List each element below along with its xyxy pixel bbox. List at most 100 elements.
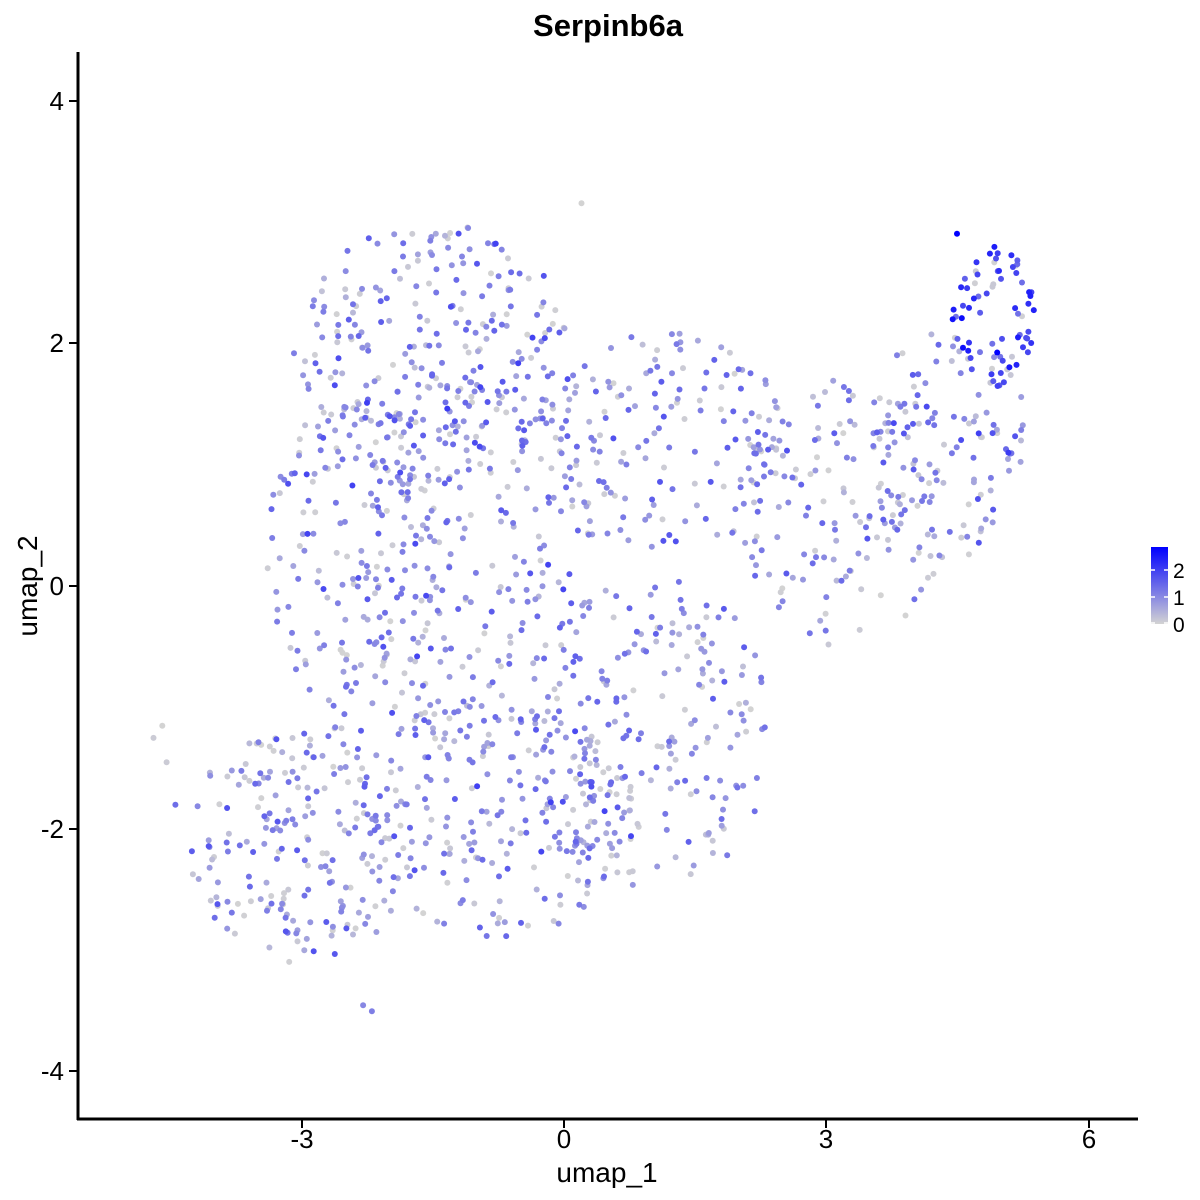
- x-tick-label: 6: [1082, 1124, 1096, 1154]
- data-point: [676, 386, 683, 393]
- data-point: [923, 403, 930, 410]
- data-point: [508, 715, 515, 722]
- data-point: [479, 293, 486, 300]
- data-point: [402, 350, 409, 357]
- data-point: [304, 530, 311, 537]
- data-point: [566, 464, 573, 471]
- data-point: [293, 666, 299, 673]
- data-point: [672, 756, 679, 763]
- data-point: [419, 633, 426, 640]
- data-point: [592, 756, 599, 763]
- data-point: [611, 718, 618, 725]
- data-point: [545, 694, 551, 700]
- x-tick-label: -3: [290, 1124, 313, 1154]
- data-point: [517, 716, 524, 723]
- data-point: [956, 348, 963, 355]
- data-point: [825, 641, 832, 648]
- data-point: [412, 658, 419, 665]
- data-point: [825, 467, 832, 474]
- data-point: [376, 614, 383, 621]
- data-point: [812, 467, 819, 474]
- data-point: [621, 650, 628, 657]
- data-point: [444, 879, 451, 886]
- data-point: [954, 335, 961, 342]
- data-point: [353, 406, 360, 413]
- data-point: [336, 821, 343, 828]
- data-point: [742, 539, 749, 546]
- data-point: [326, 868, 333, 875]
- data-point: [368, 1008, 375, 1015]
- data-point: [950, 413, 957, 420]
- data-point: [856, 626, 863, 633]
- data-point: [465, 225, 472, 231]
- data-point: [270, 747, 277, 754]
- data-point: [498, 507, 505, 514]
- data-point: [368, 417, 374, 424]
- data-point: [340, 741, 347, 748]
- data-point: [393, 802, 400, 809]
- data-point: [840, 430, 847, 437]
- data-point: [722, 795, 729, 802]
- data-point: [446, 564, 453, 571]
- data-point: [1017, 458, 1024, 465]
- data-point: [372, 812, 379, 819]
- data-point: [713, 460, 720, 467]
- data-point: [381, 897, 388, 904]
- data-point: [603, 484, 610, 491]
- data-point: [833, 537, 840, 544]
- data-point: [710, 695, 716, 702]
- data-point: [885, 444, 892, 451]
- data-point: [418, 597, 425, 604]
- data-point: [390, 874, 397, 881]
- data-point: [278, 845, 285, 852]
- data-point: [466, 840, 473, 847]
- data-point: [580, 790, 586, 797]
- data-point: [843, 454, 850, 461]
- data-point: [515, 360, 522, 367]
- data-point: [379, 512, 385, 519]
- data-point: [550, 918, 557, 924]
- data-point: [342, 294, 349, 301]
- data-point: [659, 516, 666, 523]
- data-point: [376, 793, 383, 800]
- data-point: [479, 753, 486, 760]
- data-point: [669, 629, 676, 636]
- data-point: [411, 562, 418, 569]
- data-point: [581, 755, 588, 762]
- data-point: [435, 698, 442, 705]
- data-point: [498, 246, 505, 253]
- data-point: [402, 373, 409, 380]
- data-point: [391, 833, 398, 840]
- data-point: [328, 932, 335, 939]
- data-point: [432, 230, 439, 237]
- data-point: [703, 369, 710, 376]
- data-point: [455, 606, 462, 612]
- data-point: [626, 605, 633, 612]
- data-point: [1014, 257, 1021, 264]
- data-point: [442, 646, 449, 653]
- data-point: [446, 673, 453, 680]
- data-point: [332, 427, 339, 434]
- data-point: [523, 586, 530, 593]
- data-point: [1009, 264, 1016, 270]
- data-point: [758, 547, 765, 554]
- data-point: [581, 745, 588, 752]
- data-point: [357, 662, 364, 668]
- data-point: [486, 465, 493, 472]
- data-point: [312, 509, 319, 516]
- data-point: [304, 862, 311, 869]
- data-point: [289, 755, 296, 762]
- data-point: [366, 638, 373, 645]
- data-point: [323, 919, 330, 925]
- data-point: [586, 598, 593, 605]
- data-point: [924, 531, 931, 538]
- data-point: [373, 576, 379, 583]
- data-point: [831, 520, 838, 527]
- data-point: [576, 481, 583, 488]
- data-point: [436, 436, 443, 443]
- data-point: [391, 429, 398, 436]
- data-point: [363, 774, 370, 781]
- data-point: [447, 845, 454, 852]
- data-point: [373, 752, 380, 759]
- data-point: [439, 587, 446, 594]
